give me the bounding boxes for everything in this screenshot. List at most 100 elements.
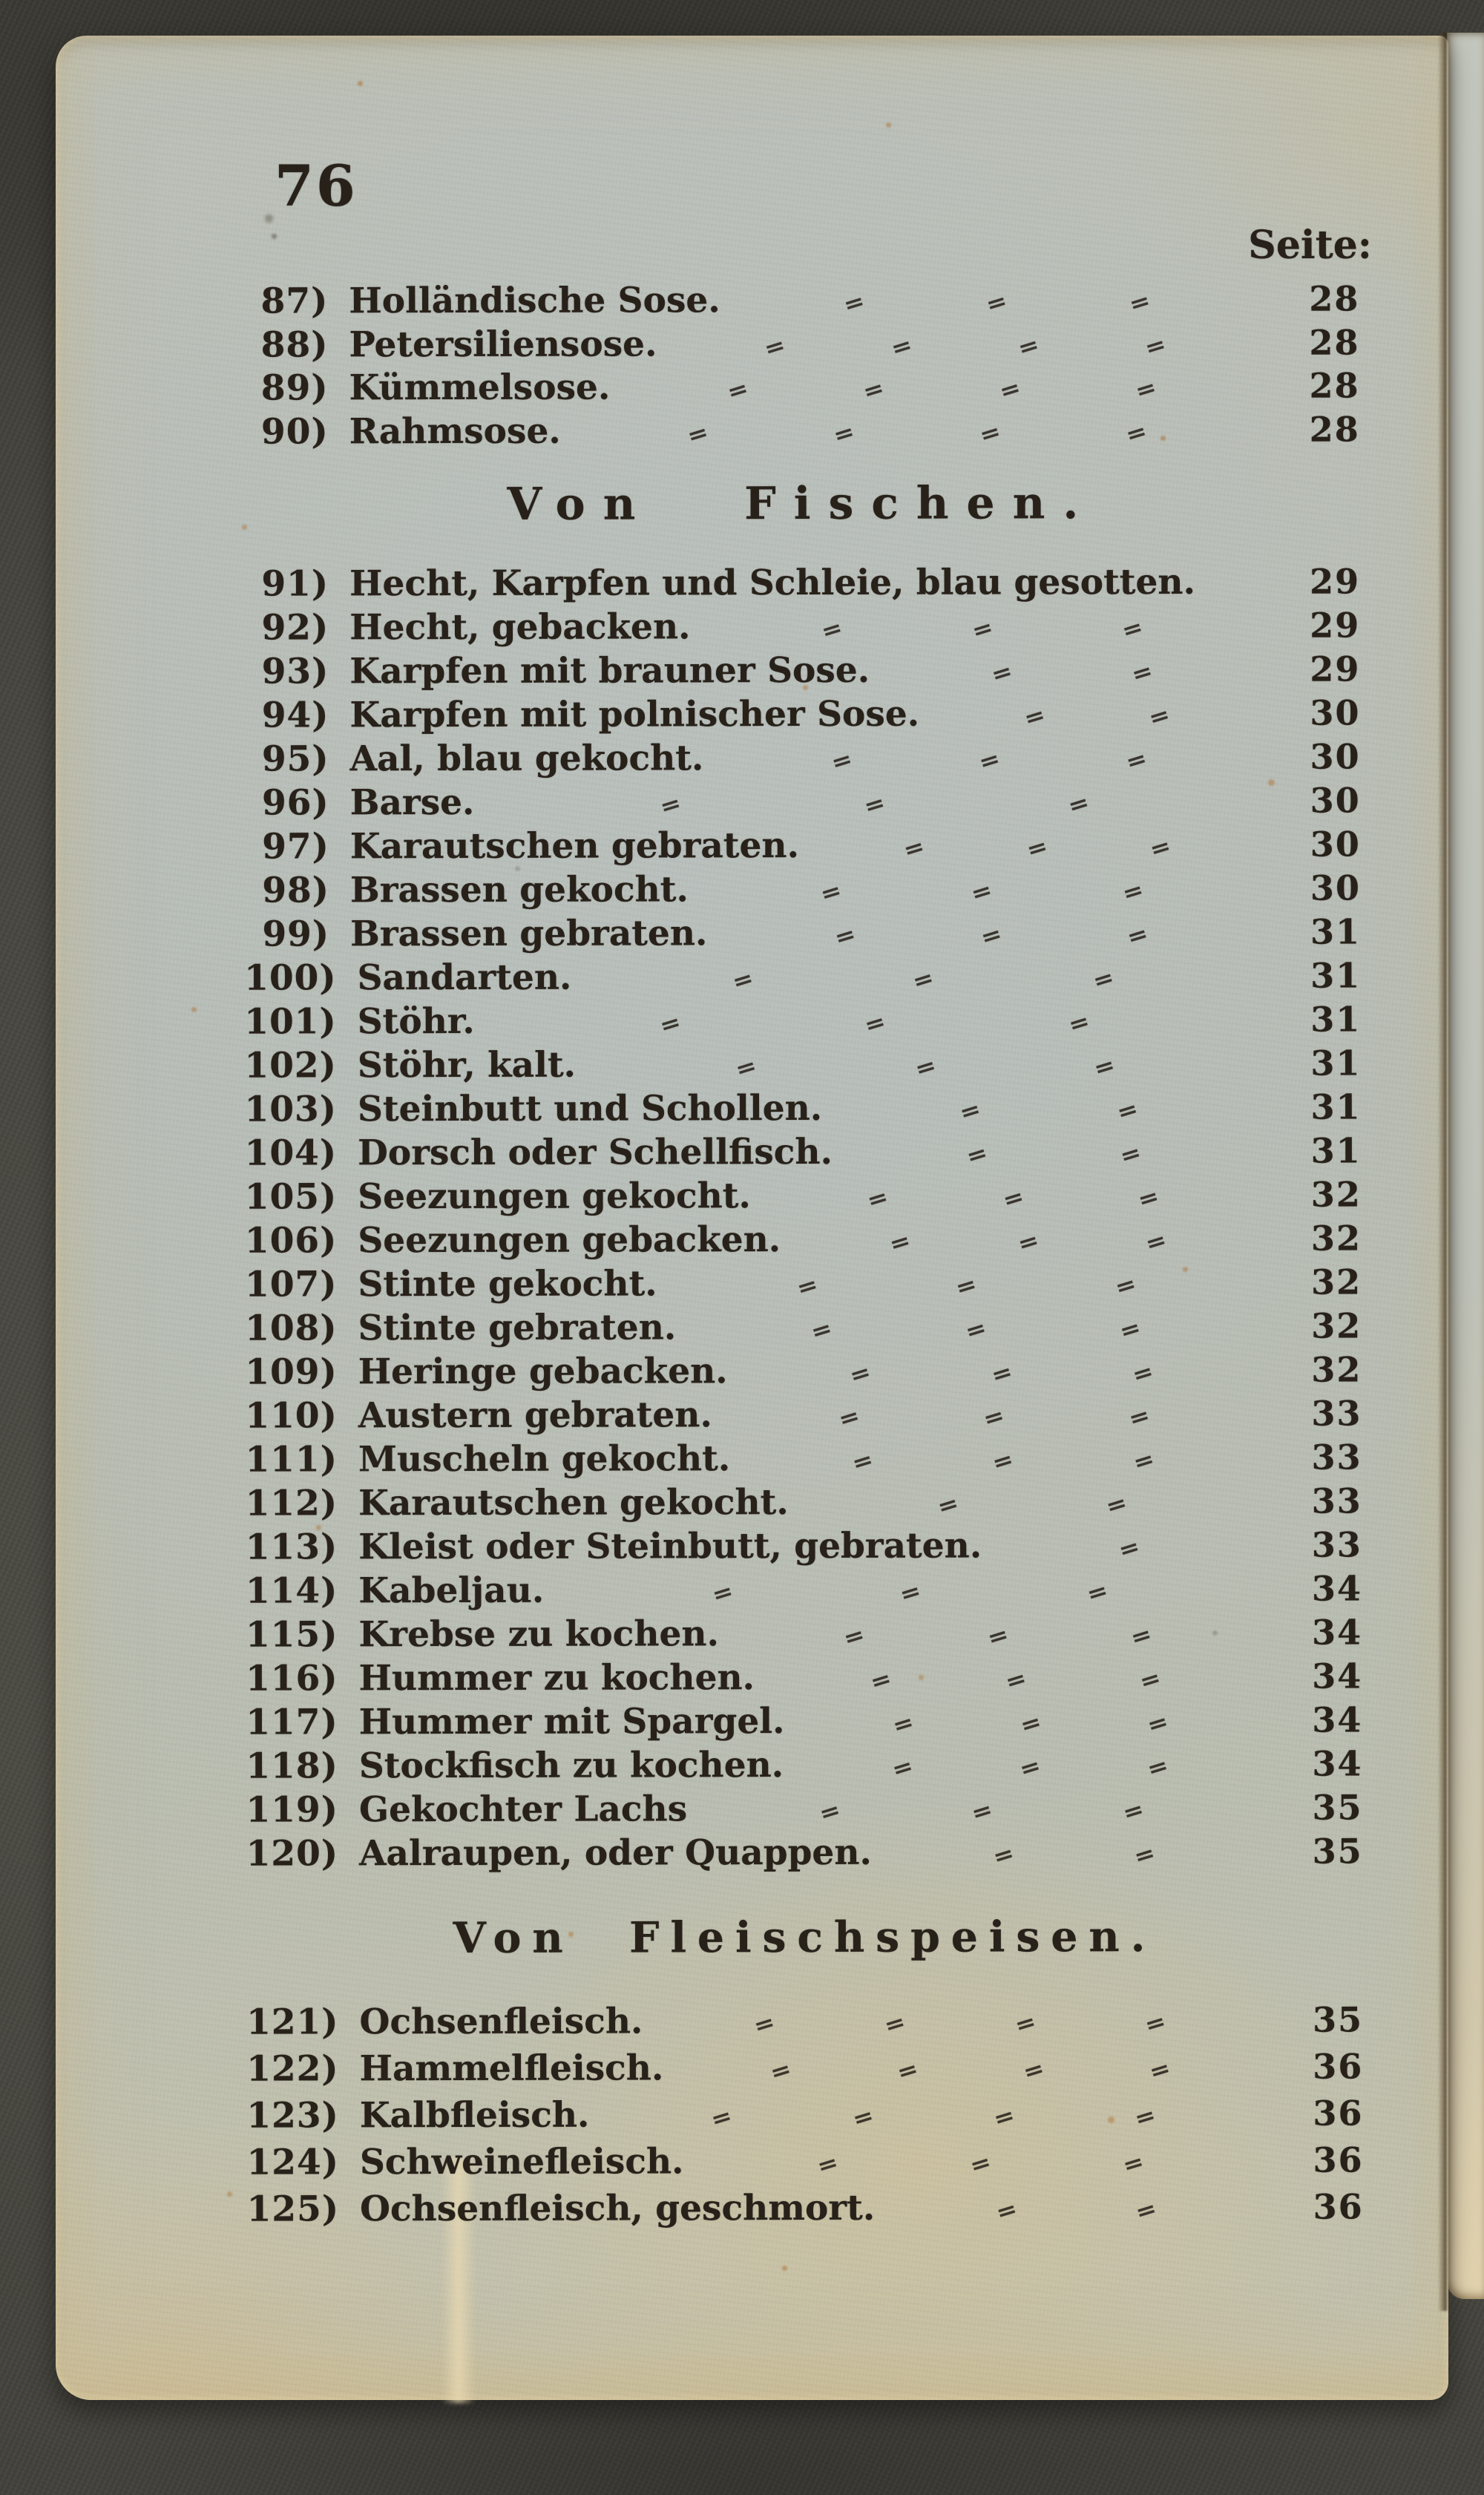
entry-title: Karpfen mit polnischer Sose. [349,694,920,736]
folio-page-number: 76 [275,153,358,219]
leader-marks: = = [870,651,1273,695]
leader-marks: = = = [683,2140,1275,2189]
entry-number: 121) [246,2001,339,2043]
leader-mark: = [1117,1139,1143,1170]
entry-number: 109) [245,1351,338,1393]
entry-title: Kleist oder Steinbutt, gebraten. [358,1525,982,1568]
entry-page-number: 30 [1310,824,1361,865]
leader-mark: = [1135,1183,1161,1214]
leader-marks: = = = = [610,368,1272,413]
leader-mark: = [793,1271,820,1302]
leader-marks: = = = [712,1395,1275,1440]
toc-row: 104) Dorsch oder Schellfisch. = = 31 [245,1130,1362,1176]
leader-mark: = [864,1184,890,1215]
entry-page-number: 29 [1310,649,1361,689]
toc-row: 90) Rahmsose. = = = = 28 [243,407,1360,453]
entry-number: 125) [246,2189,340,2230]
toc-row: 122) Hammelfleisch. = = = = 36 [246,2044,1363,2093]
leader-mark: = [848,1446,875,1478]
leader-marks: = = = [689,870,1273,915]
leader-marks: = = = [474,782,1273,827]
entry-title: Stöhr. [357,1001,475,1043]
leader-marks: = = [822,1089,1274,1133]
entry-title: Dorsch oder Schellfisch. [358,1132,833,1174]
leader-mark: = [1011,2008,1038,2039]
entry-title: Ochsenfleisch. [359,2001,643,2043]
leader-mark: = [909,964,936,996]
entry-page-number: 31 [1310,1043,1362,1083]
entry-number: 90) [260,411,329,453]
leader-mark: = [1119,614,1145,645]
leader-mark: = [1014,331,1041,362]
entry-title: Kalbfleisch. [359,2094,590,2137]
page-column-header: Seite: [1248,223,1372,268]
leader-mark: = [817,877,843,908]
leader-marks: = = = [703,738,1273,784]
entry-title: Seezungen gebacken. [358,1219,781,1262]
leader-mark: = [887,331,914,362]
toc-row: 117) Hummer mit Spargel. = = = 34 [246,1699,1362,1745]
leader-mark: = [896,1578,923,1609]
entry-number: 100) [244,957,337,999]
leader-mark: = [1126,287,1152,318]
entry-number: 98) [262,870,330,911]
entry-page-number: 32 [1310,1174,1362,1215]
entry-title: Sandarten. [357,957,572,999]
toc-row: 103) Steinbutt und Schollen. = = 31 [245,1086,1362,1132]
toc-row: 114) Kabeljau. = = = 34 [246,1567,1362,1613]
toc-row: 119) Gekochter Lachs = = = 35 [246,1786,1363,1832]
entry-page-number: 32 [1311,1305,1362,1346]
leader-mark: = [976,418,1002,449]
leader-mark: = [831,921,858,952]
leader-mark: = [1131,1840,1158,1871]
leader-marks: = = = [720,281,1273,326]
leader-mark: = [1115,1533,1141,1564]
leader-mark: = [963,1139,990,1170]
entry-number: 104) [244,1132,338,1174]
entry-number: 111) [245,1439,338,1481]
leader-mark: = [1066,1008,1092,1039]
entry-title: Aalraupen, oder Quappen. [358,1832,872,1875]
entry-number: 122) [246,2048,339,2090]
entry-number: 103) [244,1089,338,1130]
leader-marks: = = = [707,914,1273,959]
leader-mark: = [761,331,787,362]
leader-marks: = = = = [561,411,1273,456]
entry-title: Kabeljau. [358,1570,545,1612]
leader-mark: = [990,2102,1017,2133]
entry-title: Holländische Sose. [349,280,720,322]
leader-mark: = [750,2009,777,2040]
leader-mark: = [867,1665,893,1696]
leader-mark: = [988,1358,1014,1389]
entry-number: 97) [262,826,329,868]
leader-marks: = = = [657,1264,1275,1309]
leader-mark: = [1014,1227,1040,1258]
toc-row: 95) Aal, blau gekocht. = = = 30 [244,735,1361,781]
leader-mark: = [1146,2055,1172,2086]
leader-mark: = [1130,1446,1157,1477]
entry-title: Rahmsose. [349,410,561,453]
leader-mark: = [934,1489,961,1521]
entry-number: 110) [245,1395,338,1437]
leader-mark: = [1118,876,1145,908]
entry-page-number: 30 [1310,780,1361,821]
table-of-contents: 87) Holländische Sose. = = = 28 88) Petersilien… [243,277,1364,2233]
entry-page-number: 34 [1312,1656,1363,1696]
leader-mark: = [988,658,1014,689]
leader-marks: = = = [475,1001,1274,1046]
toc-section: Von Fischen. 91) Hecht, Karpfen und Schlei… [243,477,1363,1876]
entry-page-number: 28 [1309,322,1360,363]
leader-mark: = [1002,1665,1028,1696]
toc-row: 105) Seezungen gekocht. = = = 32 [245,1173,1362,1219]
leader-mark: = [1103,1489,1129,1521]
entry-page-number: 28 [1309,409,1360,450]
entry-title: Austern gebraten. [358,1394,712,1437]
leader-marks: = = = = [657,324,1272,369]
entry-number: 113) [245,1527,338,1568]
entry-title: Seezungen gekocht. [358,1176,751,1218]
entry-title: Stinte gekocht. [358,1263,657,1305]
adjacent-page-edge [1447,33,1484,2299]
toc-row: 88) Petersiliensose. = = = = 28 [243,321,1360,369]
leader-mark: = [888,1753,915,1784]
